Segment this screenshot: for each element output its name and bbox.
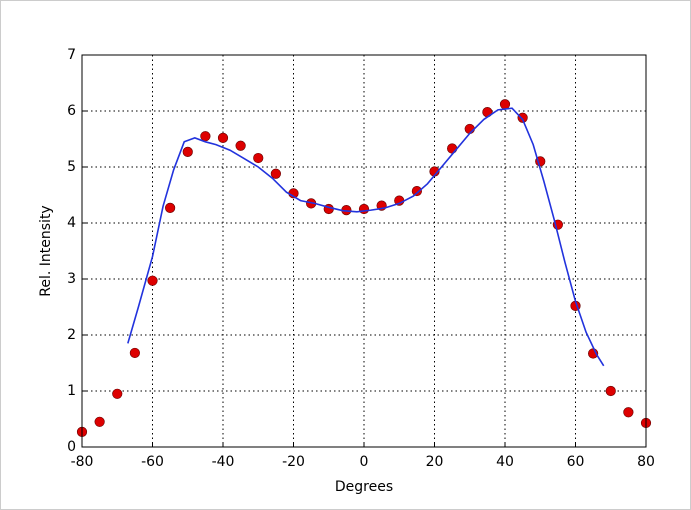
x-tick-label: 0	[360, 454, 369, 470]
y-tick-label: 3	[67, 271, 76, 287]
y-tick-label: 2	[67, 327, 76, 343]
x-tick-label: -20	[282, 454, 305, 470]
point	[112, 388, 123, 399]
x-tick-label: 40	[496, 454, 514, 470]
line	[127, 107, 605, 367]
x-tick-label: -40	[212, 454, 235, 470]
point	[605, 385, 616, 397]
y-tick-label: 0	[67, 439, 76, 455]
y-tick-label: 6	[67, 103, 76, 119]
point	[411, 185, 422, 197]
y-tick-label: 7	[67, 47, 76, 63]
x-tick-label: -60	[141, 454, 164, 470]
point	[447, 143, 458, 154]
plot-border	[81, 54, 647, 448]
x-tick-label: 20	[426, 454, 444, 470]
x-tick-label: 80	[637, 454, 655, 470]
x-tick-label: 60	[567, 454, 585, 470]
point	[235, 140, 246, 151]
point	[253, 152, 264, 164]
point	[129, 347, 140, 359]
point	[182, 146, 193, 157]
point	[147, 275, 158, 286]
point	[94, 416, 105, 427]
point	[517, 112, 528, 123]
y-axis-label: Rel. Intensity	[38, 205, 54, 296]
x-axis-label: Degrees	[335, 479, 393, 495]
y-tick-label: 1	[67, 383, 76, 399]
point	[623, 407, 634, 418]
point	[499, 99, 511, 110]
point	[165, 202, 176, 213]
x-tick-label: -80	[71, 454, 94, 470]
y-tick-label: 4	[67, 215, 76, 231]
point	[200, 131, 211, 142]
point	[217, 132, 229, 143]
point	[358, 203, 370, 215]
point	[270, 168, 281, 179]
y-tick-label: 5	[67, 159, 76, 175]
